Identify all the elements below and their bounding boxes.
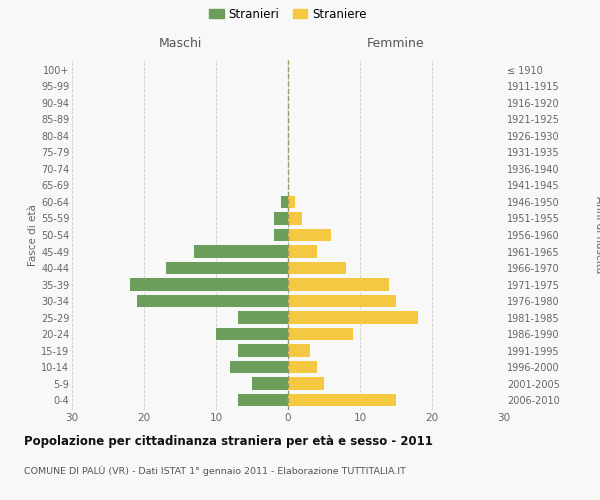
Bar xyxy=(288,246,317,258)
Bar xyxy=(137,295,288,307)
Bar xyxy=(288,394,396,406)
Bar xyxy=(288,344,310,357)
Bar xyxy=(274,212,288,224)
Text: Maschi: Maschi xyxy=(158,37,202,50)
Bar xyxy=(194,246,288,258)
Text: COMUNE DI PALÙ (VR) - Dati ISTAT 1° gennaio 2011 - Elaborazione TUTTITALIA.IT: COMUNE DI PALÙ (VR) - Dati ISTAT 1° genn… xyxy=(24,465,406,475)
Bar xyxy=(288,328,353,340)
Bar xyxy=(274,229,288,241)
Bar xyxy=(230,361,288,374)
Bar xyxy=(252,378,288,390)
Bar xyxy=(288,196,295,208)
Bar xyxy=(216,328,288,340)
Text: Femmine: Femmine xyxy=(367,37,425,50)
Bar xyxy=(288,229,331,241)
Bar xyxy=(281,196,288,208)
Bar xyxy=(238,344,288,357)
Bar xyxy=(288,262,346,274)
Bar xyxy=(288,295,396,307)
Bar xyxy=(288,212,302,224)
Bar xyxy=(288,361,317,374)
Y-axis label: Anni di nascita: Anni di nascita xyxy=(594,196,600,274)
Bar xyxy=(130,278,288,290)
Legend: Stranieri, Straniere: Stranieri, Straniere xyxy=(205,3,371,26)
Bar xyxy=(166,262,288,274)
Text: Popolazione per cittadinanza straniera per età e sesso - 2011: Popolazione per cittadinanza straniera p… xyxy=(24,435,433,448)
Bar xyxy=(288,278,389,290)
Bar xyxy=(238,312,288,324)
Bar xyxy=(238,394,288,406)
Bar xyxy=(288,378,324,390)
Bar xyxy=(288,312,418,324)
Y-axis label: Fasce di età: Fasce di età xyxy=(28,204,38,266)
